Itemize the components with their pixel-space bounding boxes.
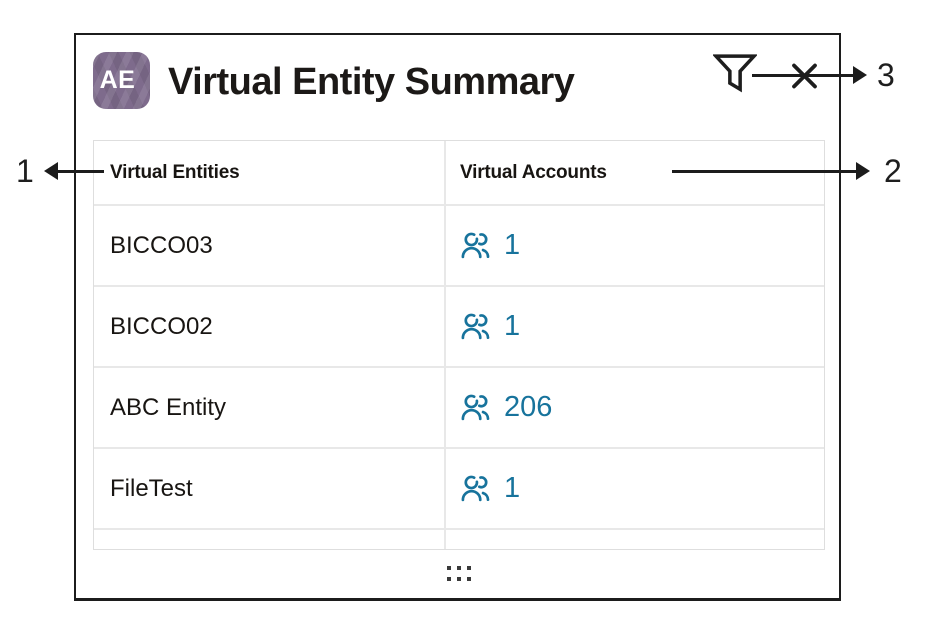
truncated-row — [94, 530, 824, 549]
people-icon — [461, 232, 490, 259]
callout-label-3: 3 — [877, 57, 895, 93]
accounts-count: 1 — [504, 229, 521, 261]
entity-cell: BICCO02 — [94, 287, 444, 366]
callout-arrowhead-1 — [44, 162, 58, 180]
accounts-link[interactable]: 206 — [460, 391, 552, 424]
accounts-cell: 1 — [444, 206, 824, 285]
table-row: BICCO02 1 — [94, 287, 824, 368]
widget-title: Virtual Entity Summary — [168, 61, 575, 103]
entity-cell: ABC Entity — [94, 368, 444, 447]
accounts-cell: 1 — [444, 287, 824, 366]
column-header-virtual-accounts: Virtual Accounts — [444, 141, 824, 204]
callout-arrow-3 — [752, 74, 853, 77]
people-icon — [461, 313, 490, 340]
accounts-count: 1 — [504, 472, 521, 504]
app-icon: AE — [93, 52, 150, 109]
entity-name: BICCO03 — [110, 231, 213, 259]
drag-handle-dot — [457, 566, 461, 570]
filter-button[interactable] — [711, 53, 759, 93]
accounts-link[interactable]: 1 — [460, 310, 520, 343]
drag-handle-dot — [447, 577, 451, 581]
accounts-cell: 206 — [444, 368, 824, 447]
entity-cell: BICCO03 — [94, 206, 444, 285]
drag-handle-dot — [467, 566, 471, 570]
table-header-row: Virtual Entities Virtual Accounts — [94, 141, 824, 206]
table-row: BICCO03 1 — [94, 206, 824, 287]
table-body: BICCO03 1 BICCO02 — [94, 206, 824, 530]
people-icon — [461, 394, 490, 421]
drag-handle-dot — [447, 566, 451, 570]
accounts-link[interactable]: 1 — [460, 229, 520, 262]
column-header-virtual-entities: Virtual Entities — [94, 141, 444, 204]
callout-label-1: 1 — [16, 153, 34, 189]
table-cell — [444, 530, 824, 549]
callout-arrowhead-3 — [853, 66, 867, 84]
entity-name: BICCO02 — [110, 312, 213, 340]
column-header-label: Virtual Entities — [110, 161, 240, 183]
people-icon — [461, 475, 490, 502]
entity-name: ABC Entity — [110, 393, 227, 421]
summary-table: Virtual Entities Virtual Accounts BICCO0… — [93, 140, 825, 550]
drag-handle[interactable] — [447, 566, 471, 581]
callout-arrowhead-2 — [856, 162, 870, 180]
virtual-entity-summary-widget: AE Virtual Entity Summary Virtual Entiti… — [74, 33, 841, 601]
filter-icon — [711, 54, 759, 93]
entity-name: FileTest — [110, 474, 193, 502]
accounts-count: 206 — [504, 391, 553, 423]
table-cell — [94, 530, 444, 549]
callout-label-2: 2 — [884, 153, 902, 189]
table-row: FileTest 1 — [94, 449, 824, 530]
table-row: ABC Entity 206 — [94, 368, 824, 449]
accounts-count: 1 — [504, 310, 521, 342]
drag-handle-dot — [467, 577, 471, 581]
app-icon-label: AE — [99, 66, 136, 94]
accounts-cell: 1 — [444, 449, 824, 528]
column-header-label: Virtual Accounts — [460, 161, 607, 183]
entity-cell: FileTest — [94, 449, 444, 528]
callout-arrow-1 — [56, 170, 104, 173]
drag-handle-dot — [457, 577, 461, 581]
callout-arrow-2 — [672, 170, 856, 173]
accounts-link[interactable]: 1 — [460, 472, 520, 505]
